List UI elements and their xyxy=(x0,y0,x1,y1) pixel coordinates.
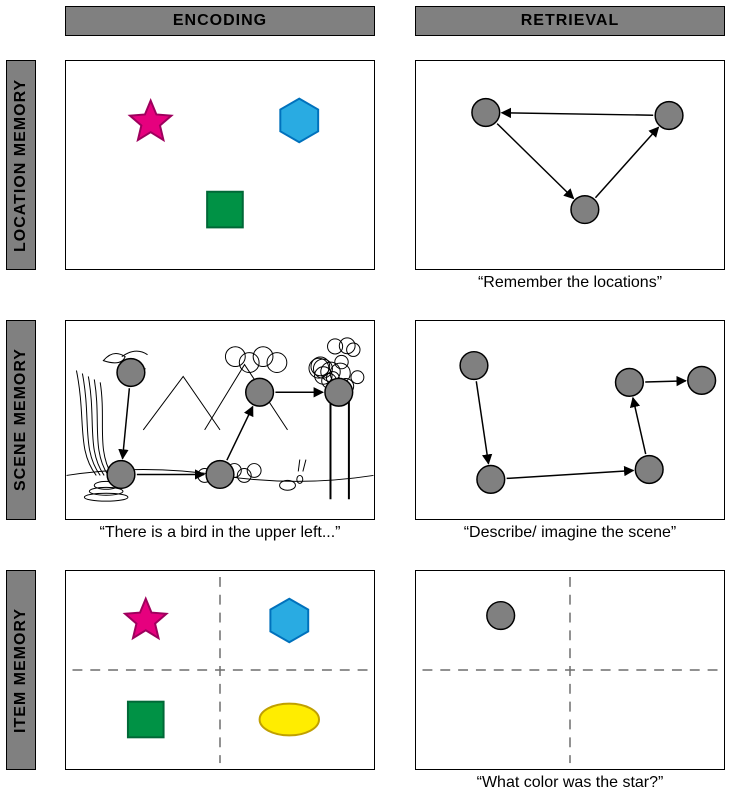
col-header-label: ENCODING xyxy=(173,12,267,30)
memory-diagram: ENCODING RETRIEVAL LOCATION MEMORY SCENE… xyxy=(0,0,743,798)
row-header-label: SCENE MEMORY xyxy=(12,349,30,492)
panel-svg xyxy=(416,61,724,269)
panel-location-encoding xyxy=(65,60,375,270)
panel-item-encoding xyxy=(65,570,375,770)
row-header-label: LOCATION MEMORY xyxy=(12,78,30,251)
panel-scene-retrieval xyxy=(415,320,725,520)
col-header-label: RETRIEVAL xyxy=(521,12,619,30)
panel-svg xyxy=(66,321,374,519)
panel-svg xyxy=(416,321,724,519)
panel-item-retrieval xyxy=(415,570,725,770)
col-header-encoding: ENCODING xyxy=(65,6,375,36)
caption-location-retrieval: “Remember the locations” xyxy=(415,274,725,292)
caption-text: “Describe/ imagine the scene” xyxy=(464,524,677,541)
row-header-item: ITEM MEMORY xyxy=(6,570,36,770)
caption-item-retrieval: “What color was the star?” xyxy=(415,774,725,792)
panel-svg xyxy=(66,61,374,269)
row-header-location: LOCATION MEMORY xyxy=(6,60,36,270)
caption-scene-retrieval: “Describe/ imagine the scene” xyxy=(415,524,725,542)
row-header-label: ITEM MEMORY xyxy=(12,607,30,732)
caption-scene-encoding: “There is a bird in the upper left...” xyxy=(65,524,375,542)
caption-text: “There is a bird in the upper left...” xyxy=(100,524,341,541)
row-header-scene: SCENE MEMORY xyxy=(6,320,36,520)
panel-scene-encoding xyxy=(65,320,375,520)
col-header-retrieval: RETRIEVAL xyxy=(415,6,725,36)
caption-text: “What color was the star?” xyxy=(477,774,664,791)
caption-text: “Remember the locations” xyxy=(478,274,662,291)
panel-svg xyxy=(66,571,374,769)
panel-svg xyxy=(416,571,724,769)
panel-location-retrieval xyxy=(415,60,725,270)
